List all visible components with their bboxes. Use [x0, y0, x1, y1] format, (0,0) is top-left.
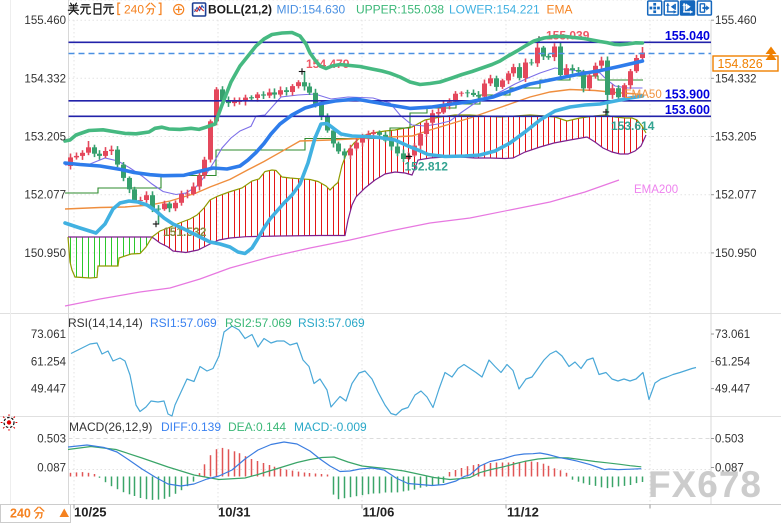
- svg-text:RSI(14,14,14): RSI(14,14,14): [68, 316, 143, 330]
- svg-text:11/12: 11/12: [507, 505, 539, 520]
- svg-text:MACD:-0.009: MACD:-0.009: [294, 420, 367, 434]
- svg-text:154.826: 154.826: [718, 57, 763, 71]
- svg-text:0.087: 0.087: [715, 463, 744, 475]
- svg-text:RSI2:57.069: RSI2:57.069: [225, 316, 292, 330]
- svg-text:DEA:0.144: DEA:0.144: [228, 420, 286, 434]
- svg-text:0.503: 0.503: [37, 434, 66, 446]
- svg-text:MACD(26,12,9): MACD(26,12,9): [69, 420, 152, 434]
- svg-text:RSI1:57.069: RSI1:57.069: [150, 316, 217, 330]
- svg-text:153.614: 153.614: [611, 119, 655, 133]
- svg-text:150.950: 150.950: [24, 248, 66, 260]
- svg-text:MID:154.630: MID:154.630: [277, 3, 346, 17]
- svg-text:DIFF:0.139: DIFF:0.139: [161, 420, 221, 434]
- svg-text:EMA50: EMA50: [624, 89, 662, 101]
- svg-text:155.040: 155.040: [665, 29, 710, 43]
- svg-text:154.332: 154.332: [24, 73, 66, 85]
- svg-text:152.812: 152.812: [405, 160, 449, 174]
- svg-text:61.254: 61.254: [31, 357, 67, 369]
- svg-text:152.077: 152.077: [715, 190, 757, 202]
- svg-text:EMA200: EMA200: [634, 184, 678, 196]
- svg-text:153.205: 153.205: [24, 132, 66, 144]
- svg-text:153.205: 153.205: [715, 132, 757, 144]
- svg-text:153.900: 153.900: [665, 88, 710, 102]
- svg-text:154.332: 154.332: [715, 73, 757, 85]
- svg-text:BOLL(21,2): BOLL(21,2): [208, 3, 272, 17]
- svg-text:EMA: EMA: [547, 3, 573, 17]
- svg-text:10/25: 10/25: [74, 505, 107, 520]
- svg-text:UPPER:155.038: UPPER:155.038: [356, 3, 444, 17]
- svg-text:49.447: 49.447: [31, 384, 66, 396]
- svg-text:153.600: 153.600: [665, 103, 710, 117]
- svg-text:RSI3:57.069: RSI3:57.069: [298, 316, 365, 330]
- svg-text:11/06: 11/06: [363, 505, 395, 520]
- svg-text:0.087: 0.087: [37, 463, 66, 475]
- svg-text:73.061: 73.061: [715, 329, 750, 341]
- svg-text:155.460: 155.460: [715, 15, 757, 27]
- svg-text:10/31: 10/31: [218, 505, 251, 520]
- svg-text:FX678: FX678: [648, 464, 762, 505]
- svg-text:49.447: 49.447: [715, 384, 750, 396]
- svg-text:152.077: 152.077: [24, 190, 66, 202]
- svg-text:240: 240: [124, 3, 144, 17]
- svg-text:61.254: 61.254: [715, 357, 751, 369]
- svg-text:73.061: 73.061: [31, 329, 66, 341]
- svg-text:240: 240: [10, 507, 31, 521]
- svg-text:155.460: 155.460: [24, 15, 66, 27]
- svg-text:LOWER:154.221: LOWER:154.221: [449, 3, 540, 17]
- svg-text:150.950: 150.950: [715, 248, 757, 260]
- svg-text:0.503: 0.503: [715, 434, 744, 446]
